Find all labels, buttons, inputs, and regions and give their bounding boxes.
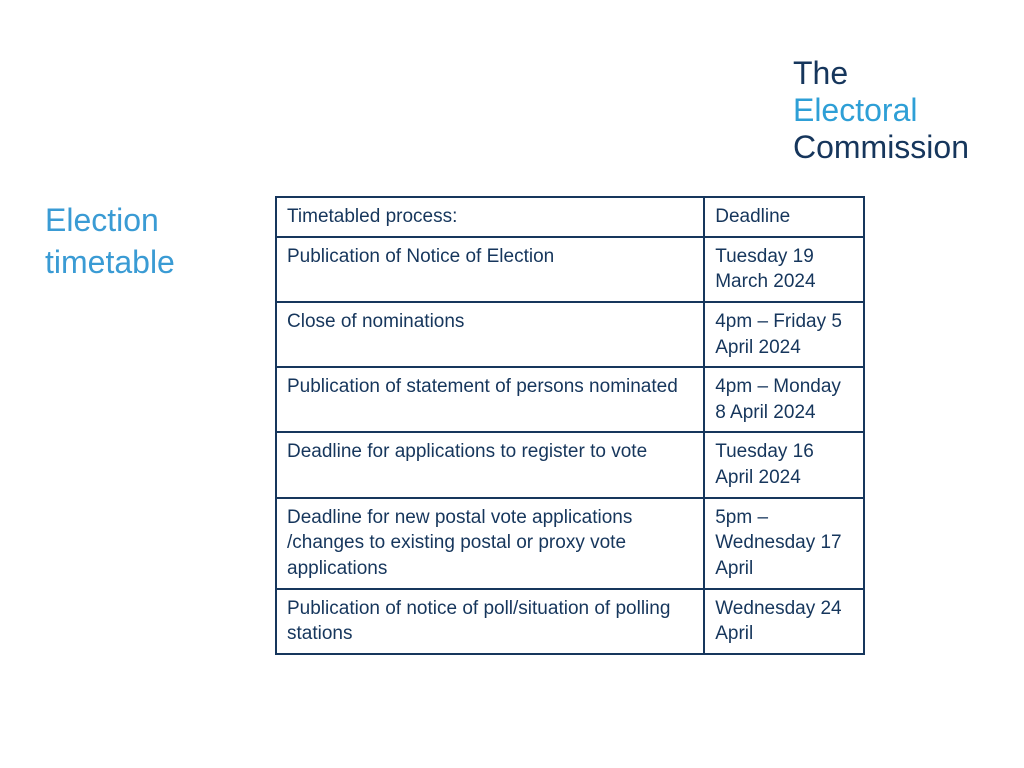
cell-deadline: 5pm – Wednesday 17 April (704, 498, 864, 589)
cell-deadline: Tuesday 19 March 2024 (704, 237, 864, 302)
cell-process: Publication of statement of persons nomi… (276, 367, 704, 432)
logo: The Electoral Commission (793, 55, 969, 165)
header-deadline: Deadline (704, 197, 864, 237)
page-title: Election timetable (45, 200, 245, 283)
table-row: Publication of Notice of Election Tuesda… (276, 237, 864, 302)
table-header-row: Timetabled process: Deadline (276, 197, 864, 237)
logo-line-2: Electoral (793, 92, 969, 129)
table-row: Close of nominations 4pm – Friday 5 Apri… (276, 302, 864, 367)
table-row: Deadline for new postal vote application… (276, 498, 864, 589)
cell-process: Publication of notice of poll/situation … (276, 589, 704, 654)
table-row: Deadline for applications to register to… (276, 432, 864, 497)
cell-deadline: 4pm – Monday 8 April 2024 (704, 367, 864, 432)
header-process: Timetabled process: (276, 197, 704, 237)
cell-deadline: Wednesday 24 April (704, 589, 864, 654)
logo-line-1: The (793, 55, 969, 92)
timetable: Timetabled process: Deadline Publication… (275, 196, 865, 655)
cell-deadline: 4pm – Friday 5 April 2024 (704, 302, 864, 367)
cell-process: Deadline for applications to register to… (276, 432, 704, 497)
cell-process: Close of nominations (276, 302, 704, 367)
logo-line-3: Commission (793, 129, 969, 166)
cell-process: Deadline for new postal vote application… (276, 498, 704, 589)
table-row: Publication of notice of poll/situation … (276, 589, 864, 654)
table-row: Publication of statement of persons nomi… (276, 367, 864, 432)
cell-process: Publication of Notice of Election (276, 237, 704, 302)
cell-deadline: Tuesday 16 April 2024 (704, 432, 864, 497)
